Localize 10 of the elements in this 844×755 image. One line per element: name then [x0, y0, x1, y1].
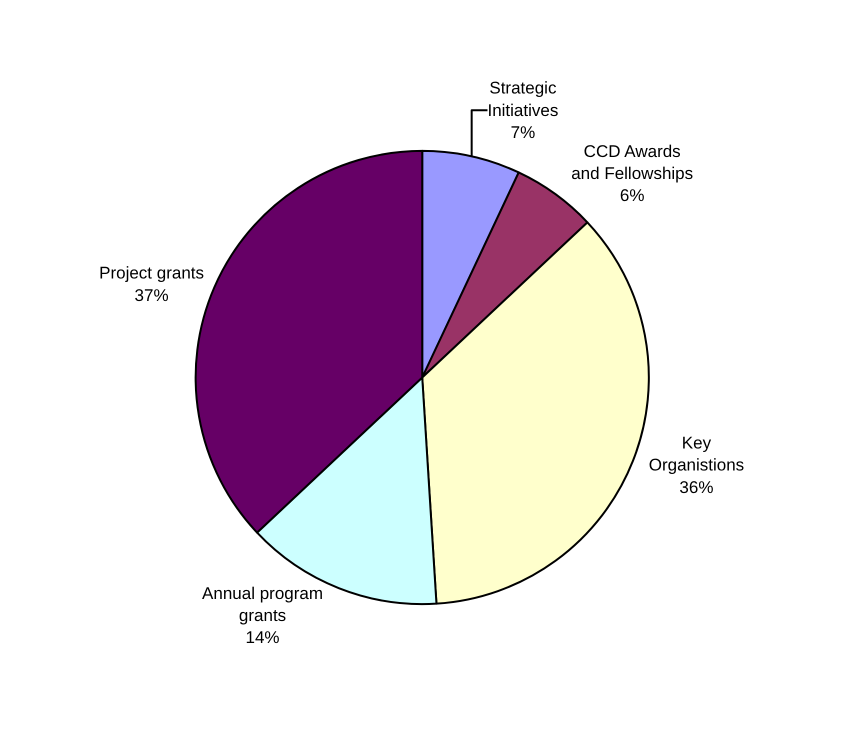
- data-label: 14%: [246, 628, 280, 648]
- data-label: 36%: [679, 478, 714, 497]
- slice-label: Key Organistions: [648, 434, 744, 475]
- slice-label: Annual program grants: [202, 584, 324, 626]
- slice-label: CCD Awards and Fellowships: [571, 142, 694, 183]
- slice-label: Strategic Initiatives: [487, 78, 558, 120]
- data-label: 37%: [134, 286, 169, 305]
- slice-label: Project grants: [99, 264, 204, 283]
- data-label: 7%: [510, 122, 536, 142]
- data-label: 6%: [620, 186, 644, 206]
